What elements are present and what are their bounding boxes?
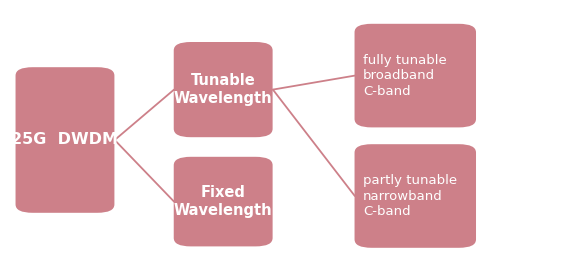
FancyBboxPatch shape — [16, 67, 114, 213]
FancyBboxPatch shape — [355, 24, 476, 127]
FancyBboxPatch shape — [174, 42, 273, 137]
Text: fully tunable
broadband
C-band: fully tunable broadband C-band — [363, 53, 447, 98]
Text: Fixed
Wavelength: Fixed Wavelength — [174, 185, 272, 218]
Text: Tunable
Wavelength: Tunable Wavelength — [174, 73, 272, 106]
Text: partly tunable
narrowband
C-band: partly tunable narrowband C-band — [363, 174, 457, 218]
Text: 25G  DWDM: 25G DWDM — [11, 132, 119, 148]
FancyBboxPatch shape — [174, 157, 273, 246]
FancyBboxPatch shape — [355, 144, 476, 248]
